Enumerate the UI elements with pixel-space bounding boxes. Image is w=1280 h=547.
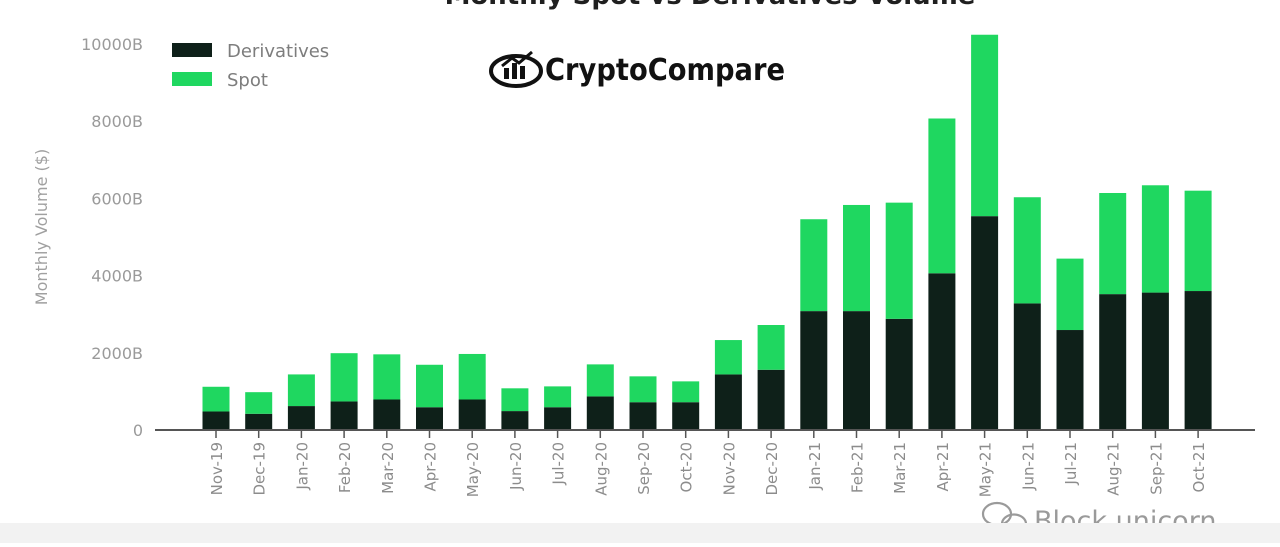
y-tick-label: 4000B — [91, 267, 143, 286]
y-tick-label: 0 — [133, 421, 143, 440]
legend-label-derivatives: Derivatives — [227, 41, 329, 62]
bar-spot-sep-20 — [629, 376, 657, 403]
legend-label-spot: Spot — [227, 70, 268, 91]
bar-derivatives-feb-21 — [843, 311, 870, 430]
x-tick-label: Nov-19 — [208, 442, 226, 495]
bar-derivatives-sep-20 — [629, 402, 657, 430]
bar-spot-may-21 — [971, 34, 999, 217]
bar-spot-nov-20 — [714, 340, 742, 375]
bar-derivatives-dec-20 — [757, 369, 785, 430]
x-tick-label: Oct-21 — [1190, 442, 1208, 492]
bar-derivatives-sep-21 — [1141, 292, 1169, 430]
x-tick-label: Feb-21 — [849, 442, 867, 493]
legend-swatch-spot — [172, 72, 212, 86]
bar-derivatives-mar-20 — [373, 399, 401, 430]
x-tick-label: Apr-21 — [934, 442, 952, 492]
bar-derivatives-oct-21 — [1184, 291, 1212, 430]
bar-spot-may-20 — [458, 353, 486, 400]
y-tick-label: 2000B — [91, 344, 143, 363]
bar-derivatives-jul-20 — [544, 407, 572, 430]
bar-derivatives-jun-20 — [501, 411, 529, 430]
bar-spot-aug-21 — [1099, 192, 1127, 295]
bar-spot-jan-20 — [287, 374, 315, 407]
bar-spot-apr-21 — [928, 118, 956, 274]
bar-spot-oct-20 — [672, 381, 700, 403]
y-tick-label: 10000B — [81, 35, 143, 54]
bar-derivatives-apr-21 — [928, 273, 956, 430]
y-axis: 0 2000B 4000B 6000B 8000B 10000B — [81, 35, 143, 440]
bar-derivatives-aug-21 — [1099, 294, 1127, 430]
bar-spot-aug-20 — [586, 364, 614, 397]
bar-spot-mar-20 — [373, 354, 401, 400]
x-tick-label: Oct-20 — [678, 442, 696, 492]
x-tick-label: Aug-20 — [592, 442, 610, 496]
bar-spot-mar-21 — [885, 202, 913, 319]
bar-derivatives-jan-21 — [800, 311, 828, 430]
x-tick-label: Jul-20 — [550, 442, 568, 486]
x-tick-label: Jan-21 — [806, 442, 824, 491]
bar-spot-feb-21 — [843, 204, 870, 312]
x-tick-label: Sep-20 — [635, 442, 653, 495]
bar-derivatives-feb-20 — [330, 401, 358, 430]
bar-derivatives-may-21 — [971, 216, 999, 430]
x-tick-label: May-20 — [464, 442, 482, 497]
bar-derivatives-mar-21 — [885, 318, 913, 430]
cryptocompare-logo: CryptoCompare — [489, 50, 785, 88]
bar-spot-nov-19 — [202, 386, 230, 412]
bar-derivatives-nov-19 — [202, 411, 230, 430]
bar-spot-oct-21 — [1184, 190, 1212, 292]
bar-spot-dec-19 — [245, 392, 273, 414]
x-axis: Nov-19 Dec-19 Jan-20 Feb-20 Mar-20 Apr-20 May-… — [208, 430, 1208, 497]
y-tick-label: 6000B — [91, 189, 143, 208]
x-tick-label: Jan-20 — [293, 442, 311, 491]
bottom-strip — [0, 523, 1280, 543]
x-tick-label: Dec-19 — [251, 442, 269, 496]
x-tick-label: Nov-20 — [720, 442, 738, 495]
x-tick-label: Apr-20 — [422, 442, 440, 492]
bars-group — [202, 34, 1212, 430]
x-tick-label: May-21 — [977, 442, 995, 497]
bar-derivatives-may-20 — [458, 399, 486, 430]
legend-swatch-derivatives — [172, 43, 212, 57]
x-tick-label: Sep-21 — [1147, 442, 1165, 495]
x-tick-label: Jun-21 — [1019, 442, 1037, 491]
bar-derivatives-dec-19 — [245, 413, 273, 430]
bar-spot-sep-21 — [1141, 185, 1169, 293]
x-tick-label: Dec-20 — [763, 442, 781, 496]
x-tick-label: Aug-21 — [1105, 442, 1123, 496]
chart-title: Monthly Spot vs Derivatives Volume — [445, 0, 976, 11]
bar-derivatives-jan-20 — [287, 406, 315, 430]
bar-spot-dec-20 — [757, 325, 785, 370]
bar-spot-jan-21 — [800, 219, 828, 312]
x-tick-label: Jun-20 — [507, 442, 525, 491]
bar-derivatives-oct-20 — [672, 402, 700, 430]
bar-spot-jun-20 — [501, 388, 529, 412]
bar-derivatives-jun-21 — [1013, 303, 1041, 430]
legend: Derivatives Spot — [172, 41, 329, 91]
bar-derivatives-apr-20 — [416, 407, 443, 430]
x-tick-label: Feb-20 — [336, 442, 354, 493]
y-tick-label: 8000B — [91, 112, 143, 131]
bar-derivatives-nov-20 — [714, 374, 742, 430]
cryptocompare-chart-logo-icon — [489, 50, 543, 88]
bar-spot-jun-21 — [1013, 197, 1041, 304]
x-tick-label: Mar-21 — [891, 442, 909, 494]
bar-spot-jul-21 — [1056, 258, 1084, 331]
bar-spot-jul-20 — [544, 386, 572, 408]
y-axis-label: Monthly Volume ($) — [32, 149, 51, 305]
x-tick-label: Jul-21 — [1062, 442, 1080, 486]
logo-text: CryptoCompare — [545, 53, 785, 88]
x-tick-label: Mar-20 — [379, 442, 397, 494]
bar-derivatives-jul-21 — [1056, 330, 1084, 430]
bar-spot-feb-20 — [330, 353, 358, 402]
bar-spot-apr-20 — [416, 364, 443, 408]
bar-derivatives-aug-20 — [586, 396, 614, 430]
